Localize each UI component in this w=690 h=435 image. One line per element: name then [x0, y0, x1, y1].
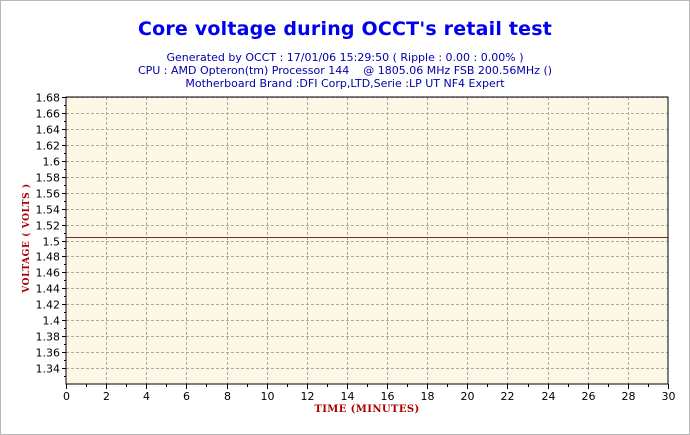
x-tick-label: 24: [542, 390, 556, 403]
x-tick-label: 20: [461, 390, 475, 403]
chart-title: Core voltage during OCCT's retail test: [137, 18, 553, 40]
y-tick-label: 1.34: [36, 363, 61, 376]
y-tick-label: 1.46: [36, 267, 61, 280]
y-tick-label: 1.38: [36, 331, 61, 344]
x-axis-label: TIME (MINUTES): [314, 404, 420, 415]
subtitle-generated-line: Generated by OCCT : 17/01/06 15:29:50 ( …: [166, 51, 524, 64]
y-tick-label: 1.56: [36, 188, 61, 201]
x-tick-label: 28: [622, 390, 636, 403]
subtitle-motherboard-line: Motherboard Brand :DFI Corp,LTD,Serie :L…: [185, 77, 505, 90]
x-tick-label: 26: [582, 390, 596, 403]
subtitle-cpu-line: CPU : AMD Opteron(tm) Processor 144 @ 18…: [137, 64, 553, 77]
y-axis-ticks: 1.34 1.36 1.38 1.4 1.42 1.44 1.46 1.48 1.5 1.52 1.…: [36, 92, 66, 377]
y-tick-label: 1.48: [36, 251, 61, 264]
y-tick-label: 1.5: [43, 236, 61, 249]
y-tick-label: 1.4: [43, 315, 61, 328]
x-tick-label: 0: [63, 390, 70, 403]
y-tick-label: 1.66: [36, 108, 61, 121]
x-tick-label: 6: [183, 390, 190, 403]
x-tick-label: 4: [143, 390, 150, 403]
x-tick-label: 2: [103, 390, 110, 403]
x-tick-label: 10: [261, 390, 275, 403]
x-tick-label: 14: [341, 390, 355, 403]
y-tick-label: 1.58: [36, 172, 61, 185]
y-axis-label: VOLTAGE ( VOLTS ): [22, 183, 32, 293]
plot-background: [66, 97, 668, 384]
x-tick-label: 30: [662, 390, 676, 403]
x-tick-label: 22: [501, 390, 515, 403]
y-tick-label: 1.52: [36, 220, 61, 233]
y-tick-label: 1.42: [36, 299, 61, 312]
y-tick-label: 1.68: [36, 92, 61, 105]
x-axis-ticks: 0 2 4 6 8 10 12 14 16 18 20 22 24 26 28 30: [63, 384, 676, 403]
y-tick-label: 1.6: [43, 156, 61, 169]
x-tick-label: 8: [224, 390, 231, 403]
y-tick-label: 1.44: [36, 283, 61, 296]
y-tick-label: 1.54: [36, 204, 61, 217]
x-tick-label: 16: [381, 390, 395, 403]
y-tick-label: 1.36: [36, 347, 61, 360]
x-tick-label: 18: [421, 390, 435, 403]
x-tick-label: 12: [301, 390, 315, 403]
y-tick-label: 1.64: [36, 124, 61, 137]
y-tick-label: 1.62: [36, 140, 61, 153]
